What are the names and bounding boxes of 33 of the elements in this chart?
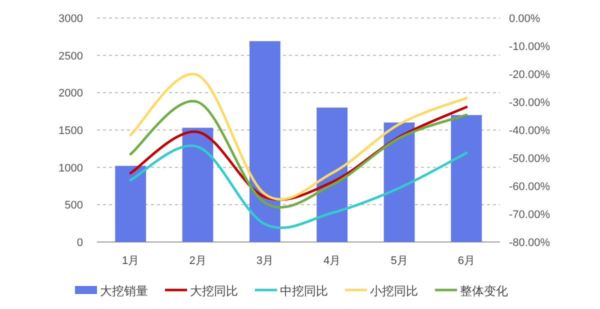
y-tick-label: 0 [76, 237, 83, 249]
x-tick-label: 5月 [390, 255, 408, 267]
x-tick-label: 4月 [324, 255, 341, 267]
y-tick-label: 1000 [58, 162, 83, 174]
y2-tick-label: -50.00% [509, 153, 550, 165]
bar [316, 108, 348, 242]
legend-label: 大挖销量 [100, 284, 148, 298]
bar [450, 115, 482, 242]
y2-tick-label: -80.00% [509, 237, 550, 249]
legend-label: 整体变化 [460, 284, 508, 298]
y-tick-label: 3000 [58, 13, 83, 25]
legend-label: 小挖同比 [370, 284, 418, 298]
legend-label: 中挖同比 [280, 284, 328, 298]
x-tick-label: 1月 [122, 255, 140, 267]
bar [384, 122, 415, 242]
x-tick-label: 6月 [458, 255, 475, 267]
y-tick-label: 2000 [58, 88, 83, 100]
y-tick-label: 2500 [58, 50, 83, 62]
y2-tick-label: -70.00% [509, 209, 550, 221]
y-tick-label: 500 [64, 200, 83, 212]
y2-tick-label: -60.00% [509, 181, 550, 193]
bar [182, 128, 214, 242]
bar [115, 166, 146, 242]
y2-tick-label: -40.00% [509, 125, 550, 137]
y2-tick-label: -30.00% [509, 97, 550, 109]
x-tick-label: 3月 [256, 255, 274, 267]
bar [249, 41, 280, 242]
y-tick-label: 1500 [58, 125, 83, 137]
y2-tick-label: -10.00% [509, 41, 550, 53]
y2-tick-label: 0.00% [509, 13, 540, 25]
y2-tick-label: -20.00% [509, 69, 550, 81]
legend-label: 大挖同比 [190, 284, 238, 298]
x-tick-label: 2月 [189, 255, 206, 267]
